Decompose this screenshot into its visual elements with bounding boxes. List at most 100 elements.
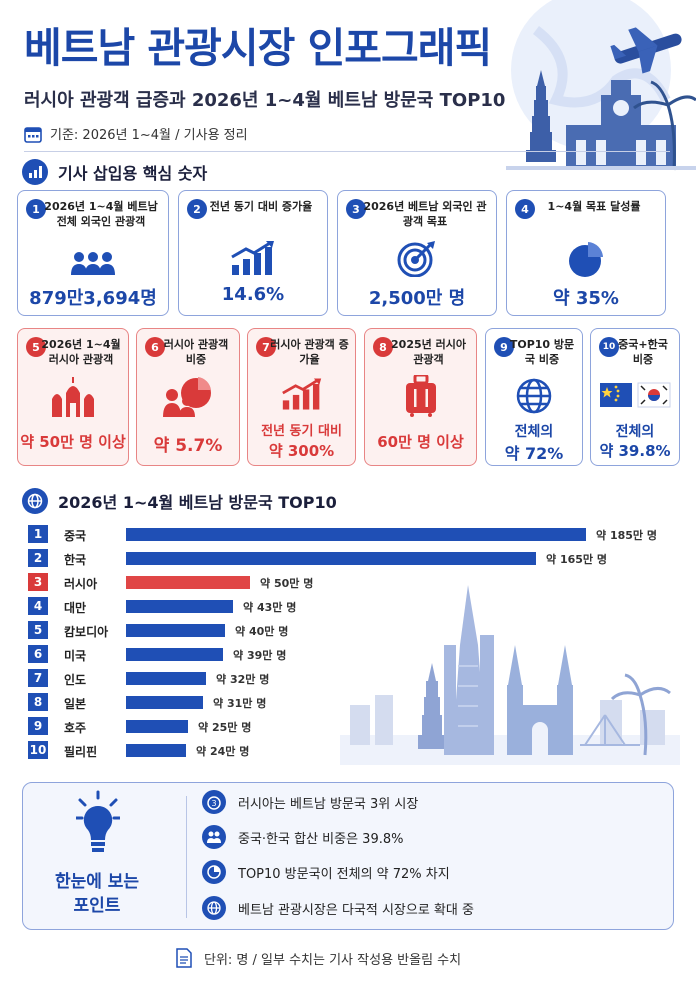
country-label: 일본: [64, 697, 87, 711]
card-number: 9: [494, 337, 514, 357]
bar-value-label: 약 32만 명: [216, 673, 270, 686]
stat-card-4: 4 1~4월 목표 달성률 약 35%: [506, 190, 666, 316]
pie-icon: [202, 860, 226, 884]
rank-badge: 10: [28, 741, 48, 759]
card-value: 약 50만 명 이상: [20, 433, 126, 451]
people-icon: [71, 252, 115, 275]
bar-value-label: 약 25만 명: [198, 721, 252, 734]
point-item-2: 중국·한국 합산 비중은 39.8%: [202, 825, 403, 849]
bar: [126, 672, 206, 685]
rank-badge: 6: [28, 645, 48, 663]
country-label: 인도: [64, 673, 87, 687]
card-number: 2: [187, 199, 207, 219]
landmark-illustration: [506, 0, 696, 171]
globe-icon: [516, 378, 552, 414]
page-subtitle: 러시아 관광객 급증과 2026년 1~4월 베트남 방문국 TOP10: [24, 90, 506, 111]
card-number: 7: [256, 337, 276, 357]
stat-card-3: 3 2026년 베트남 외국인 관광객 목표 2,500만 명: [337, 190, 497, 316]
bar-chart-icon: [22, 159, 48, 185]
card-label: 2026년 1~4월 러시아 관광객: [41, 338, 121, 366]
points-title-line2: 포인트: [73, 896, 121, 916]
card-number: 8: [373, 337, 393, 357]
rank-badge: 1: [28, 525, 48, 543]
rank-badge: 7: [28, 669, 48, 687]
card-value-line1: 전체의: [615, 424, 655, 440]
card-label: 중국+한국 비중: [618, 338, 668, 366]
lightbulb-icon: [76, 790, 120, 852]
point-item-3: TOP10 방문국이 전체의 약 72% 차지: [202, 860, 450, 884]
bar: [126, 744, 186, 757]
point-text: 베트남 관광시장은 다국적 시장으로 확대 중: [238, 902, 474, 918]
stat-card-2: 2 전년 동기 대비 증가율 14.6%: [178, 190, 328, 316]
skyline-illustration: [340, 585, 680, 765]
stat-card-1: 1 2026년 1~4월 베트남 전체 외국인 관광객 879만3,694명: [17, 190, 169, 316]
basis-note: 기준: 2026년 1~4월 / 기사용 정리: [24, 124, 248, 143]
stat-card-10: 10 중국+한국 비중 전체의 약 39.8%: [590, 328, 680, 466]
card-label: TOP10 방문국 비중: [509, 338, 575, 366]
header-divider: [24, 151, 670, 152]
card-number: 1: [26, 199, 46, 219]
bar: [126, 720, 188, 733]
card-label: 2025년 러시아 관광객: [391, 338, 466, 366]
point-text: TOP10 방문국이 전체의 약 72% 차지: [238, 866, 450, 882]
card-number: 5: [26, 337, 46, 357]
country-label: 중국: [64, 529, 87, 543]
card-number: 10: [599, 337, 619, 357]
card-label: 러시아 관광객 비중: [163, 338, 229, 366]
bar: [126, 648, 223, 661]
card-value: 60만 명 이상: [377, 433, 464, 451]
suitcase-icon: [405, 375, 436, 417]
bar-value-label: 약 185만 명: [596, 529, 657, 542]
card-label: 2026년 베트남 외국인 관광객 목표: [363, 200, 487, 228]
stat-card-6: 6 러시아 관광객 비중 약 5.7%: [136, 328, 240, 466]
bar-value-label: 약 40만 명: [235, 625, 289, 638]
country-label: 대만: [64, 601, 87, 615]
group-pie-icon: [163, 377, 211, 417]
card-label: 전년 동기 대비 증가율: [209, 200, 313, 213]
point-text: 러시아는 베트남 방문국 3위 시장: [238, 796, 419, 812]
card-number: 3: [346, 199, 366, 219]
key-section-header: 기사 삽입용 핵심 숫자: [22, 159, 207, 185]
flags-icon: [600, 382, 671, 408]
rank-badge: 4: [28, 597, 48, 615]
kremlin-icon: [52, 377, 94, 417]
target-icon: [397, 241, 435, 277]
country-label: 미국: [64, 649, 87, 663]
calendar-icon: [24, 126, 42, 143]
points-title-line1: 한눈에 보는: [54, 872, 140, 892]
card-value-line1: 전체의: [514, 424, 554, 440]
globe-icon: [202, 896, 226, 920]
rank-badge: 9: [28, 717, 48, 735]
country-label: 러시아: [64, 577, 98, 591]
point-item-1: 3 러시아는 베트남 방문국 3위 시장: [202, 790, 418, 814]
footer-note: 단위: 명 / 일부 수치는 기사 작성용 반올림 수치: [176, 948, 461, 968]
rank-badge: 2: [28, 549, 48, 567]
bar: [126, 696, 203, 709]
point-item-4: 베트남 관광시장은 다국적 시장으로 확대 중: [202, 896, 474, 920]
stat-card-9: 9 TOP10 방문국 비중 전체의 약 72%: [485, 328, 583, 466]
card-value-line2: 약 39.8%: [599, 442, 671, 460]
globe-icon: [22, 488, 48, 514]
medal-icon: 3: [202, 790, 226, 814]
card-number: 6: [145, 337, 165, 357]
bar-value-label: 약 31만 명: [213, 697, 267, 710]
stat-card-5: 5 2026년 1~4월 러시아 관광객 약 50만 명 이상: [17, 328, 129, 466]
card-value-line2: 약 72%: [504, 444, 564, 463]
country-label: 필리핀: [64, 745, 98, 759]
bar-value-label: 약 39만 명: [233, 649, 287, 662]
bar-value-label: 약 50만 명: [260, 577, 314, 590]
card-value-line1: 전년 동기 대비: [261, 424, 342, 439]
point-text: 중국·한국 합산 비중은 39.8%: [238, 831, 404, 847]
bar: [126, 552, 536, 565]
bar: [126, 576, 250, 589]
rank-badge: 3: [28, 573, 48, 591]
document-icon: [176, 948, 192, 968]
bar: [126, 600, 233, 613]
country-label: 호주: [64, 721, 87, 735]
points-divider: [186, 796, 187, 918]
svg-text:3: 3: [211, 799, 216, 808]
card-value: 2,500만 명: [368, 288, 466, 309]
growth-chart-icon: [231, 241, 274, 275]
top10-section-title: 2026년 1~4월 베트남 방문국 TOP10: [58, 493, 337, 512]
key-section-title: 기사 삽입용 핵심 숫자: [58, 164, 208, 183]
